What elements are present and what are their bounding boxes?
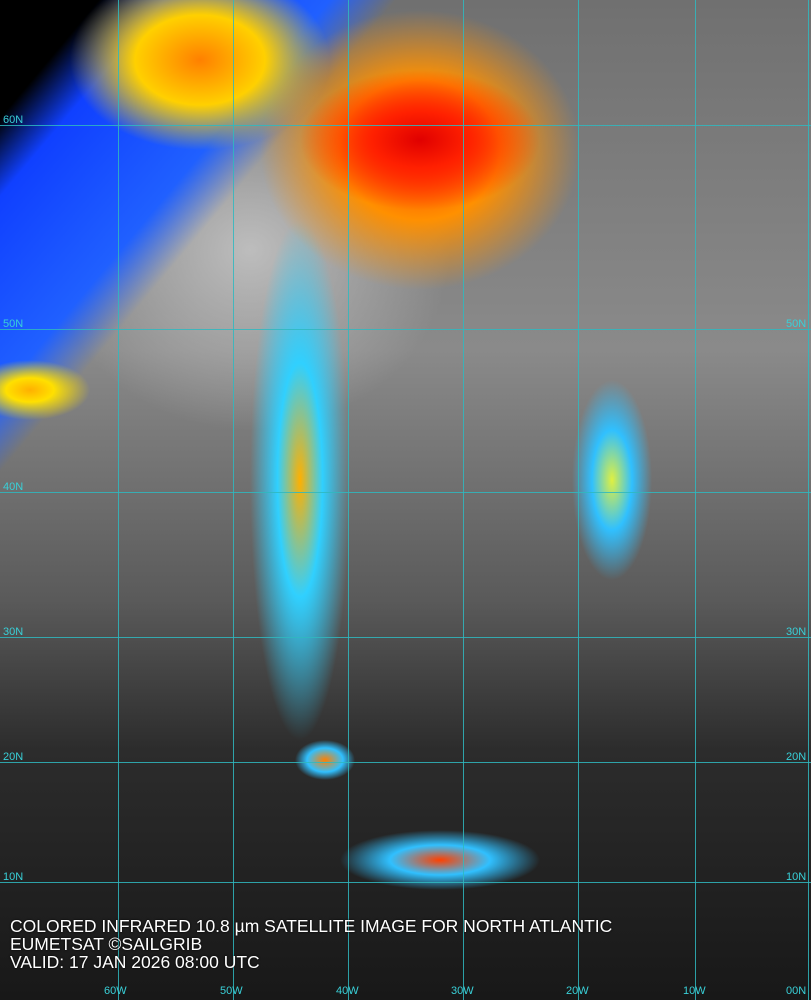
lon-label: 60W <box>104 985 127 997</box>
lat-label-right: 20N <box>786 751 807 763</box>
lat-label-right: 10N <box>786 871 807 883</box>
lon-label: 30W <box>451 985 474 997</box>
image-caption: COLORED INFRARED 10.8 µm SATELLITE IMAGE… <box>10 917 612 971</box>
lat-label-right: 30N <box>786 626 807 638</box>
gridline-60n <box>0 125 811 126</box>
lat-label: 20N <box>3 751 24 763</box>
gridline-30w <box>463 0 464 1000</box>
lat-label: 60N <box>3 114 24 126</box>
lon-label: 00N <box>786 985 807 997</box>
lon-label: 20W <box>566 985 589 997</box>
gridline-30n <box>0 637 811 638</box>
caption-title: COLORED INFRARED 10.8 µm SATELLITE IMAGE… <box>10 916 613 936</box>
lat-label: 10N <box>3 871 24 883</box>
gridline-20n <box>0 762 811 763</box>
gridline-40n <box>0 492 811 493</box>
gridline-50w <box>233 0 234 1000</box>
gridline-50n <box>0 329 811 330</box>
gridline-60w <box>118 0 119 1000</box>
gridline-10w <box>695 0 696 1000</box>
lon-label: 10W <box>683 985 706 997</box>
caption-credit: EUMETSAT ©SAILGRIB <box>10 934 203 954</box>
lat-label: 50N <box>3 318 24 330</box>
gridline-10n <box>0 882 811 883</box>
lat-label: 40N <box>3 481 24 493</box>
lat-label-right: 50N <box>786 318 807 330</box>
gridline-20w <box>578 0 579 1000</box>
gridline-0 <box>808 0 809 1000</box>
lon-label: 40W <box>336 985 359 997</box>
lat-label: 30N <box>3 626 24 638</box>
lon-label: 50W <box>220 985 243 997</box>
caption-valid-time: VALID: 17 JAN 2026 08:00 UTC <box>10 952 260 972</box>
gridline-40w <box>348 0 349 1000</box>
